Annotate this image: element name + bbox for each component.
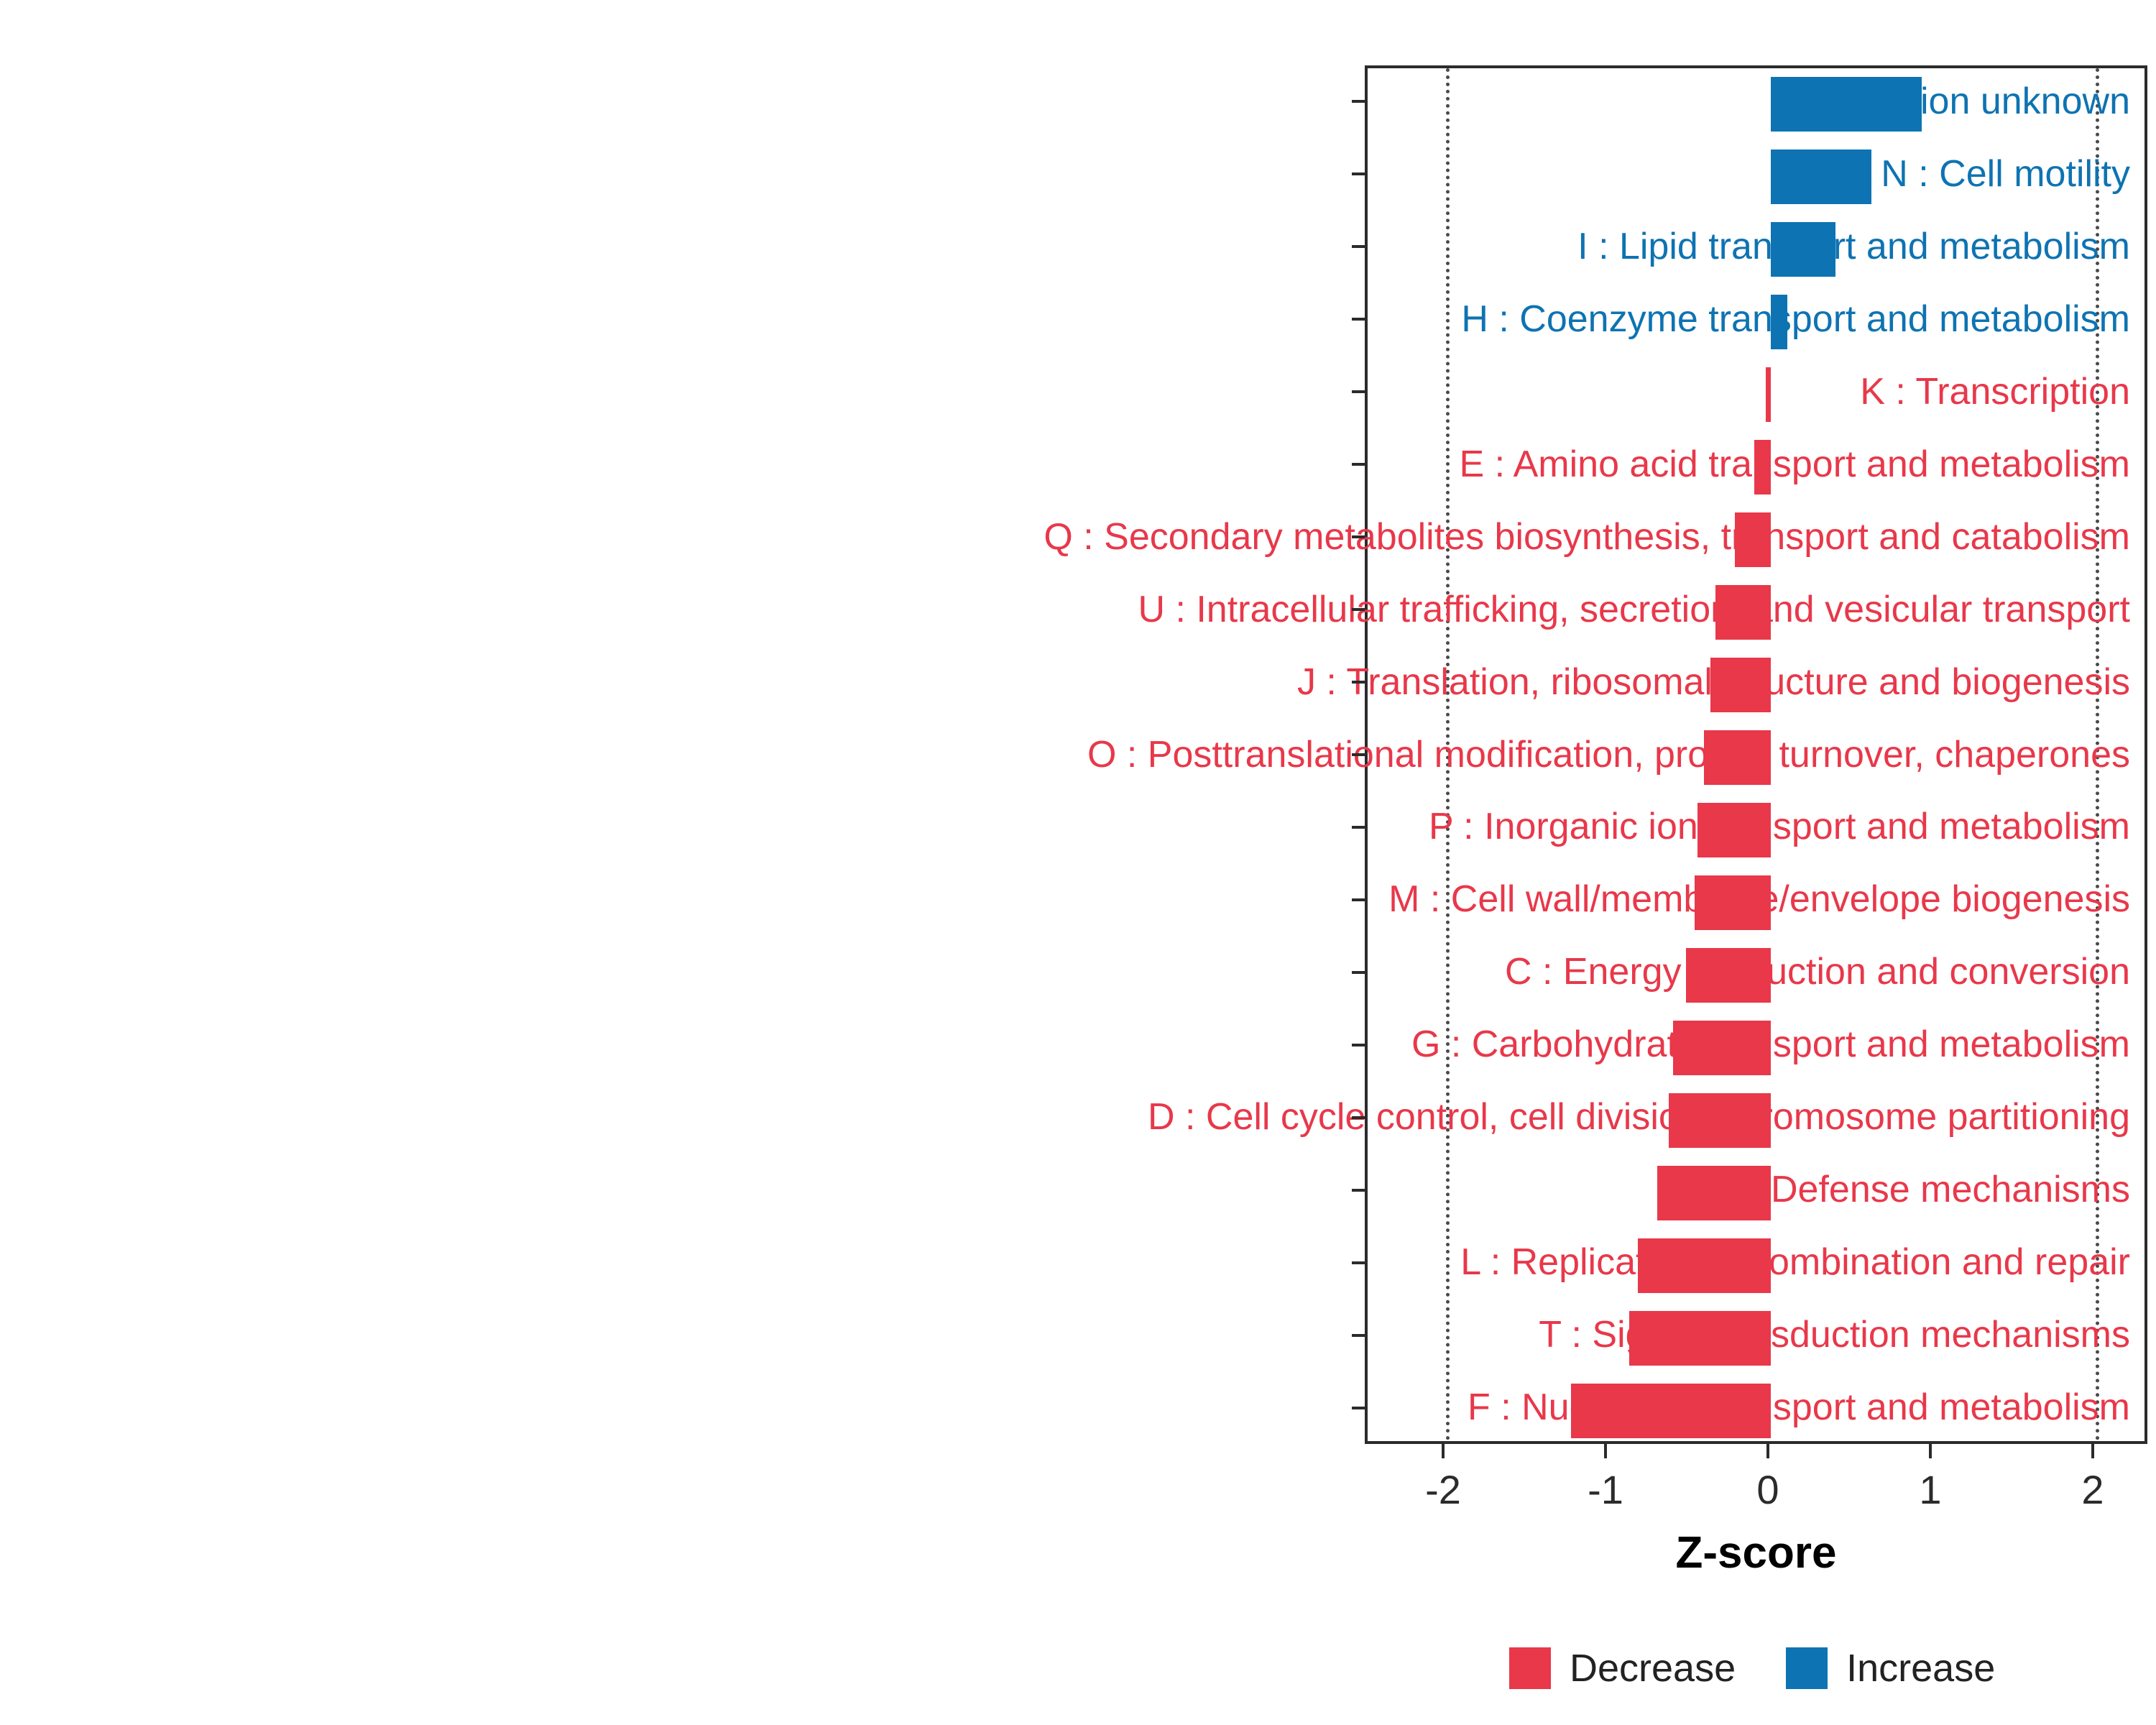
- legend-swatch-decrease: [1509, 1647, 1551, 1689]
- bar: [1673, 1020, 1771, 1075]
- x-tick: [1929, 1444, 1932, 1458]
- bar: [1668, 1092, 1771, 1148]
- category-label: K : Transcription: [1860, 370, 2130, 413]
- bar: [1771, 295, 1787, 350]
- legend-item-decrease: Decrease: [1509, 1646, 1736, 1690]
- category-label: M : Cell wall/membrane/envelope biogenes…: [1388, 878, 2130, 921]
- y-tick: [1352, 1043, 1365, 1046]
- x-tick: [1604, 1444, 1607, 1458]
- bar: [1657, 1165, 1771, 1220]
- category-label: U : Intracellular trafficking, secretion…: [1138, 588, 2130, 630]
- plot-panel: [1365, 65, 2147, 1444]
- bar: [1571, 1383, 1771, 1438]
- bar: [1754, 440, 1771, 495]
- bar: [1710, 658, 1771, 713]
- y-tick: [1352, 318, 1365, 321]
- y-tick: [1352, 825, 1365, 829]
- bar: [1697, 802, 1771, 857]
- category-label: H : Coenzyme transport and metabolism: [1461, 298, 2130, 340]
- y-tick: [1352, 970, 1365, 974]
- bar: [1694, 875, 1771, 930]
- x-tick-label: 1: [1919, 1467, 1942, 1512]
- category-label: L : Replication, recombination and repai…: [1460, 1241, 2130, 1284]
- legend-label-decrease: Decrease: [1570, 1647, 1736, 1690]
- bar: [1715, 585, 1771, 640]
- category-label: Q : Secondary metabolites biosynthesis, …: [1044, 515, 2130, 558]
- category-label: F : Nucleotide transport and metabolism: [1468, 1386, 2130, 1429]
- x-tick-label: 0: [1756, 1467, 1779, 1512]
- bar: [1735, 512, 1771, 568]
- x-tick: [1766, 1444, 1769, 1458]
- y-tick: [1352, 1406, 1365, 1409]
- x-tick-label: -2: [1425, 1467, 1461, 1512]
- category-label: N : Cell motility: [1881, 152, 2130, 195]
- legend-item-increase: Increase: [1786, 1646, 1995, 1690]
- bar: [1686, 947, 1771, 1003]
- y-tick: [1352, 390, 1365, 394]
- bar: [1629, 1310, 1771, 1366]
- y-tick: [1352, 100, 1365, 104]
- category-label: D : Cell cycle control, cell division, c…: [1148, 1096, 2130, 1138]
- category-label: V : Defense mechanisms: [1714, 1169, 2130, 1211]
- bar: [1766, 367, 1771, 423]
- x-tick: [2091, 1444, 2094, 1458]
- y-tick: [1352, 1333, 1365, 1337]
- y-tick: [1352, 245, 1365, 249]
- category-label: E : Amino acid transport and metabolism: [1459, 443, 2130, 485]
- category-label: T : Signal transduction mechanisms: [1539, 1314, 2130, 1356]
- category-label: P : Inorganic ion transport and metaboli…: [1428, 806, 2130, 848]
- category-label: I : Lipid transport and metabolism: [1577, 225, 2130, 267]
- y-tick: [1352, 753, 1365, 756]
- category-label: C : Energy production and conversion: [1504, 951, 2130, 993]
- y-tick: [1352, 1116, 1365, 1119]
- bar: [1771, 77, 1922, 132]
- legend-label-increase: Increase: [1846, 1647, 1996, 1690]
- x-tick-label: -1: [1588, 1467, 1623, 1512]
- bar: [1704, 730, 1771, 785]
- category-label: S : Function unknown: [1770, 80, 2130, 122]
- bar: [1637, 1238, 1771, 1293]
- bar: [1771, 150, 1872, 205]
- x-axis-title: Z-score: [1675, 1528, 1837, 1578]
- legend-swatch-increase: [1786, 1647, 1828, 1689]
- x-tick: [1442, 1444, 1445, 1458]
- y-tick: [1352, 463, 1365, 466]
- gridline-x--2: [1446, 68, 1450, 1441]
- category-label: J : Translation, ribosomal structure and…: [1296, 661, 2130, 703]
- y-tick: [1352, 681, 1365, 684]
- y-tick: [1352, 172, 1365, 176]
- y-tick: [1352, 1261, 1365, 1264]
- y-tick: [1352, 535, 1365, 539]
- bar: [1771, 222, 1836, 277]
- y-tick: [1352, 1188, 1365, 1192]
- legend: Decrease Increase: [1509, 1646, 1995, 1690]
- y-tick: [1352, 898, 1365, 901]
- x-tick-label: 2: [2081, 1467, 2104, 1512]
- y-tick: [1352, 608, 1365, 612]
- category-label: G : Carbohydrate transport and metabolis…: [1411, 1024, 2130, 1066]
- category-label: O : Posttranslational modification, prot…: [1087, 733, 2130, 776]
- gridline-x-2: [2096, 68, 2099, 1441]
